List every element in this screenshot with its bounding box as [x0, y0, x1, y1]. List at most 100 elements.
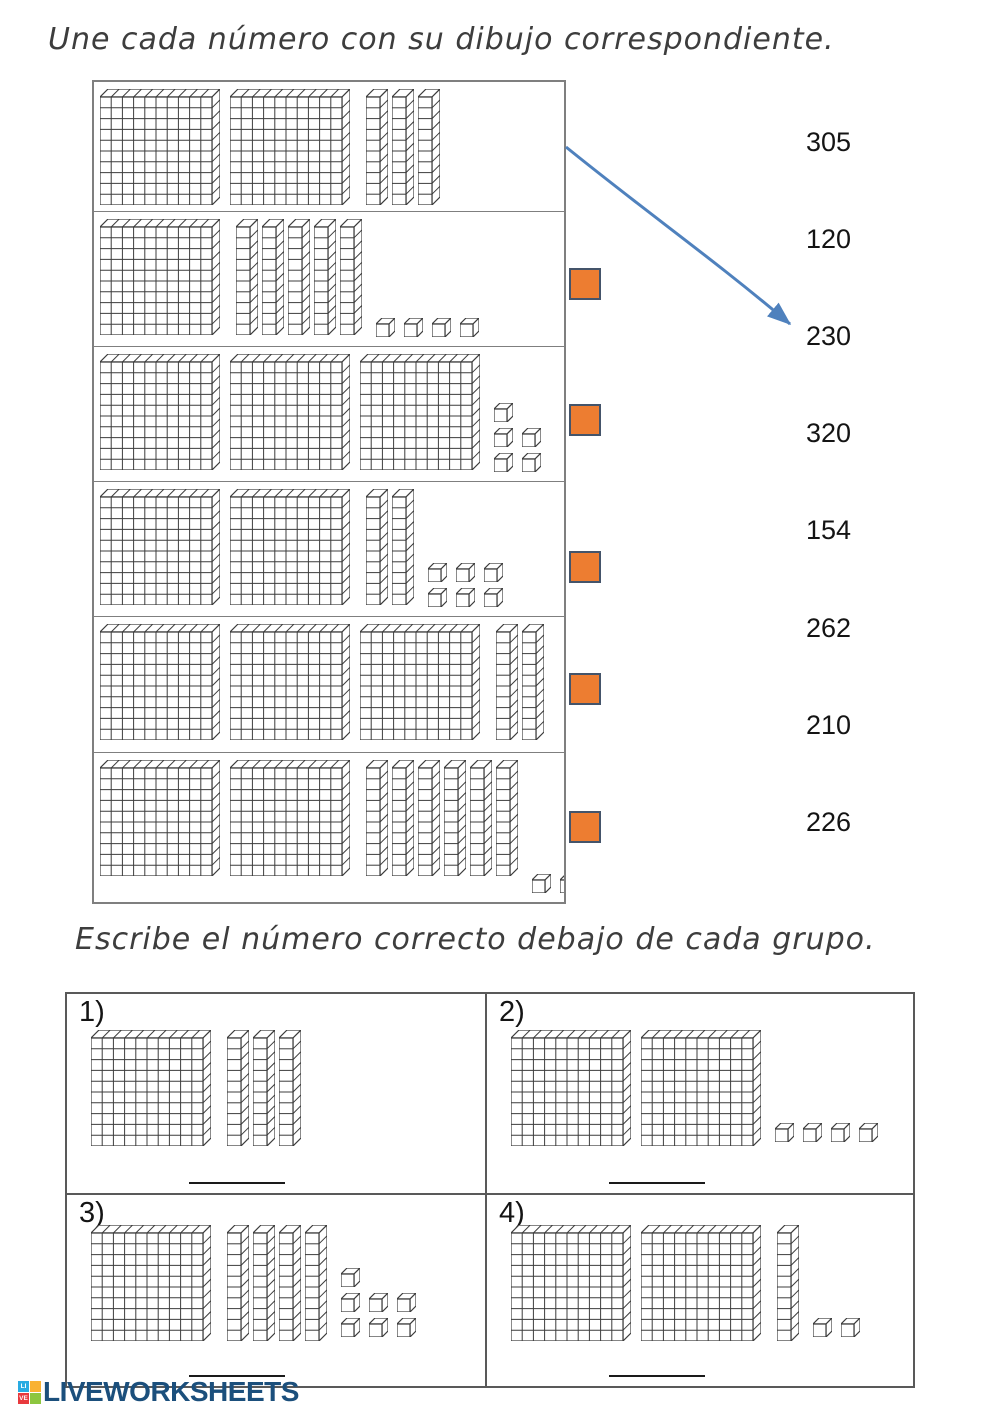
hundreds-group [90, 1224, 212, 1342]
ten-rod-block [365, 488, 389, 606]
hundreds-group [99, 759, 351, 877]
logo-tile [30, 1392, 41, 1404]
one-unit-block [340, 1317, 361, 1338]
one-unit-block [840, 1317, 861, 1338]
ten-rod-block [252, 1029, 276, 1147]
answer-box-row-2[interactable] [569, 268, 601, 300]
cell-2-answer-line[interactable] [609, 1182, 705, 1184]
hundred-flat-block [359, 623, 481, 741]
one-unit-block [521, 452, 542, 473]
answer-box-row-6[interactable] [569, 811, 601, 843]
ten-rod-block [417, 759, 441, 877]
logo-tile [30, 1380, 41, 1392]
hundred-flat-block [90, 1029, 212, 1147]
ten-rod-block [495, 759, 519, 877]
one-unit-block [368, 1292, 389, 1313]
tens-group [365, 88, 441, 206]
number-option-154[interactable]: 154 [806, 515, 852, 545]
ten-rod-block [521, 623, 545, 741]
hundreds-group [99, 88, 351, 206]
hundred-flat-block [99, 623, 221, 741]
ten-rod-block [278, 1224, 302, 1342]
cell-4-answer-line[interactable] [609, 1375, 705, 1377]
number-option-226[interactable]: 226 [806, 807, 852, 837]
ten-rod-block [304, 1224, 328, 1342]
one-unit-block [521, 427, 542, 448]
one-unit-block [455, 562, 476, 583]
block-row-4 [94, 482, 564, 617]
cell-4-blocks [510, 1224, 861, 1342]
write-cell-1: 1) [67, 994, 485, 1193]
hundreds-group [510, 1029, 762, 1147]
cell-3-label: 3) [79, 1197, 105, 1229]
number-option-230[interactable]: 230 [806, 321, 852, 351]
hundreds-group [90, 1029, 212, 1147]
one-unit-block [396, 1292, 417, 1313]
hundred-flat-block [229, 623, 351, 741]
hundred-flat-block [229, 353, 351, 471]
hundreds-group [510, 1224, 762, 1342]
answer-box-row-3[interactable] [569, 404, 601, 436]
ten-rod-block [226, 1224, 250, 1342]
hundred-flat-block [99, 218, 221, 336]
one-unit-block [368, 1317, 389, 1338]
ten-rod-block [391, 88, 415, 206]
one-unit-block [802, 1122, 823, 1143]
write-grid: 1) 2) 3) 4) [65, 992, 915, 1388]
number-option-210[interactable]: 210 [806, 710, 852, 740]
one-unit-block [559, 874, 564, 894]
grid-horizontal-divider [67, 1193, 913, 1195]
ten-rod-block [313, 218, 337, 336]
one-unit-block [493, 402, 514, 423]
hundred-flat-block [99, 353, 221, 471]
hundreds-group [99, 218, 221, 336]
one-unit-block [483, 587, 504, 608]
hundreds-group [99, 353, 481, 471]
cell-1-answer-line[interactable] [189, 1182, 285, 1184]
number-option-120[interactable]: 120 [806, 224, 852, 254]
tens-group [365, 759, 519, 877]
block-row-3 [94, 347, 564, 482]
block-row-5 [94, 617, 564, 753]
answer-box-row-5[interactable] [569, 673, 601, 705]
one-unit-block [375, 317, 396, 338]
ten-rod-block [443, 759, 467, 877]
write-cell-3: 3) [67, 1195, 485, 1386]
number-option-305[interactable]: 305 [806, 127, 852, 157]
hundred-flat-block [229, 759, 351, 877]
ones-group [375, 317, 480, 338]
number-option-320[interactable]: 320 [806, 418, 852, 448]
one-unit-block [459, 317, 480, 338]
cell-2-blocks [510, 1029, 879, 1147]
liveworksheets-logo[interactable]: LI VE LIVEWORKSHEETS [18, 1376, 299, 1408]
ones-group [812, 1317, 861, 1338]
ten-rod-block [469, 759, 493, 877]
ten-rod-block [417, 88, 441, 206]
hundreds-group [99, 488, 351, 606]
write-cell-2: 2) [487, 994, 913, 1193]
one-unit-block [455, 587, 476, 608]
logo-tile: LI [18, 1380, 29, 1392]
tens-group [776, 1224, 800, 1342]
ten-rod-block [495, 623, 519, 741]
write-section-title: Escribe el número correcto debajo de cad… [75, 922, 876, 957]
ones-group [531, 873, 564, 894]
ones-group [774, 1122, 879, 1143]
match-section-title: Une cada número con su dibujo correspond… [48, 22, 835, 57]
ten-rod-block [391, 759, 415, 877]
one-unit-block [812, 1317, 833, 1338]
ten-rod-block [235, 218, 259, 336]
cell-3-answer-line[interactable] [189, 1375, 285, 1377]
block-row-1 [94, 82, 564, 212]
ten-rod-block [287, 218, 311, 336]
ten-rod-block [261, 218, 285, 336]
tens-group [235, 218, 363, 336]
answer-box-row-4[interactable] [569, 551, 601, 583]
tens-group [495, 623, 545, 741]
logo-tile: VE [18, 1392, 29, 1404]
liveworksheets-logo-icon: LI VE [18, 1380, 41, 1404]
liveworksheets-logo-text: LIVEWORKSHEETS [43, 1376, 299, 1407]
number-option-262[interactable]: 262 [806, 613, 852, 643]
one-unit-block [340, 1267, 361, 1288]
tens-group [365, 488, 415, 606]
